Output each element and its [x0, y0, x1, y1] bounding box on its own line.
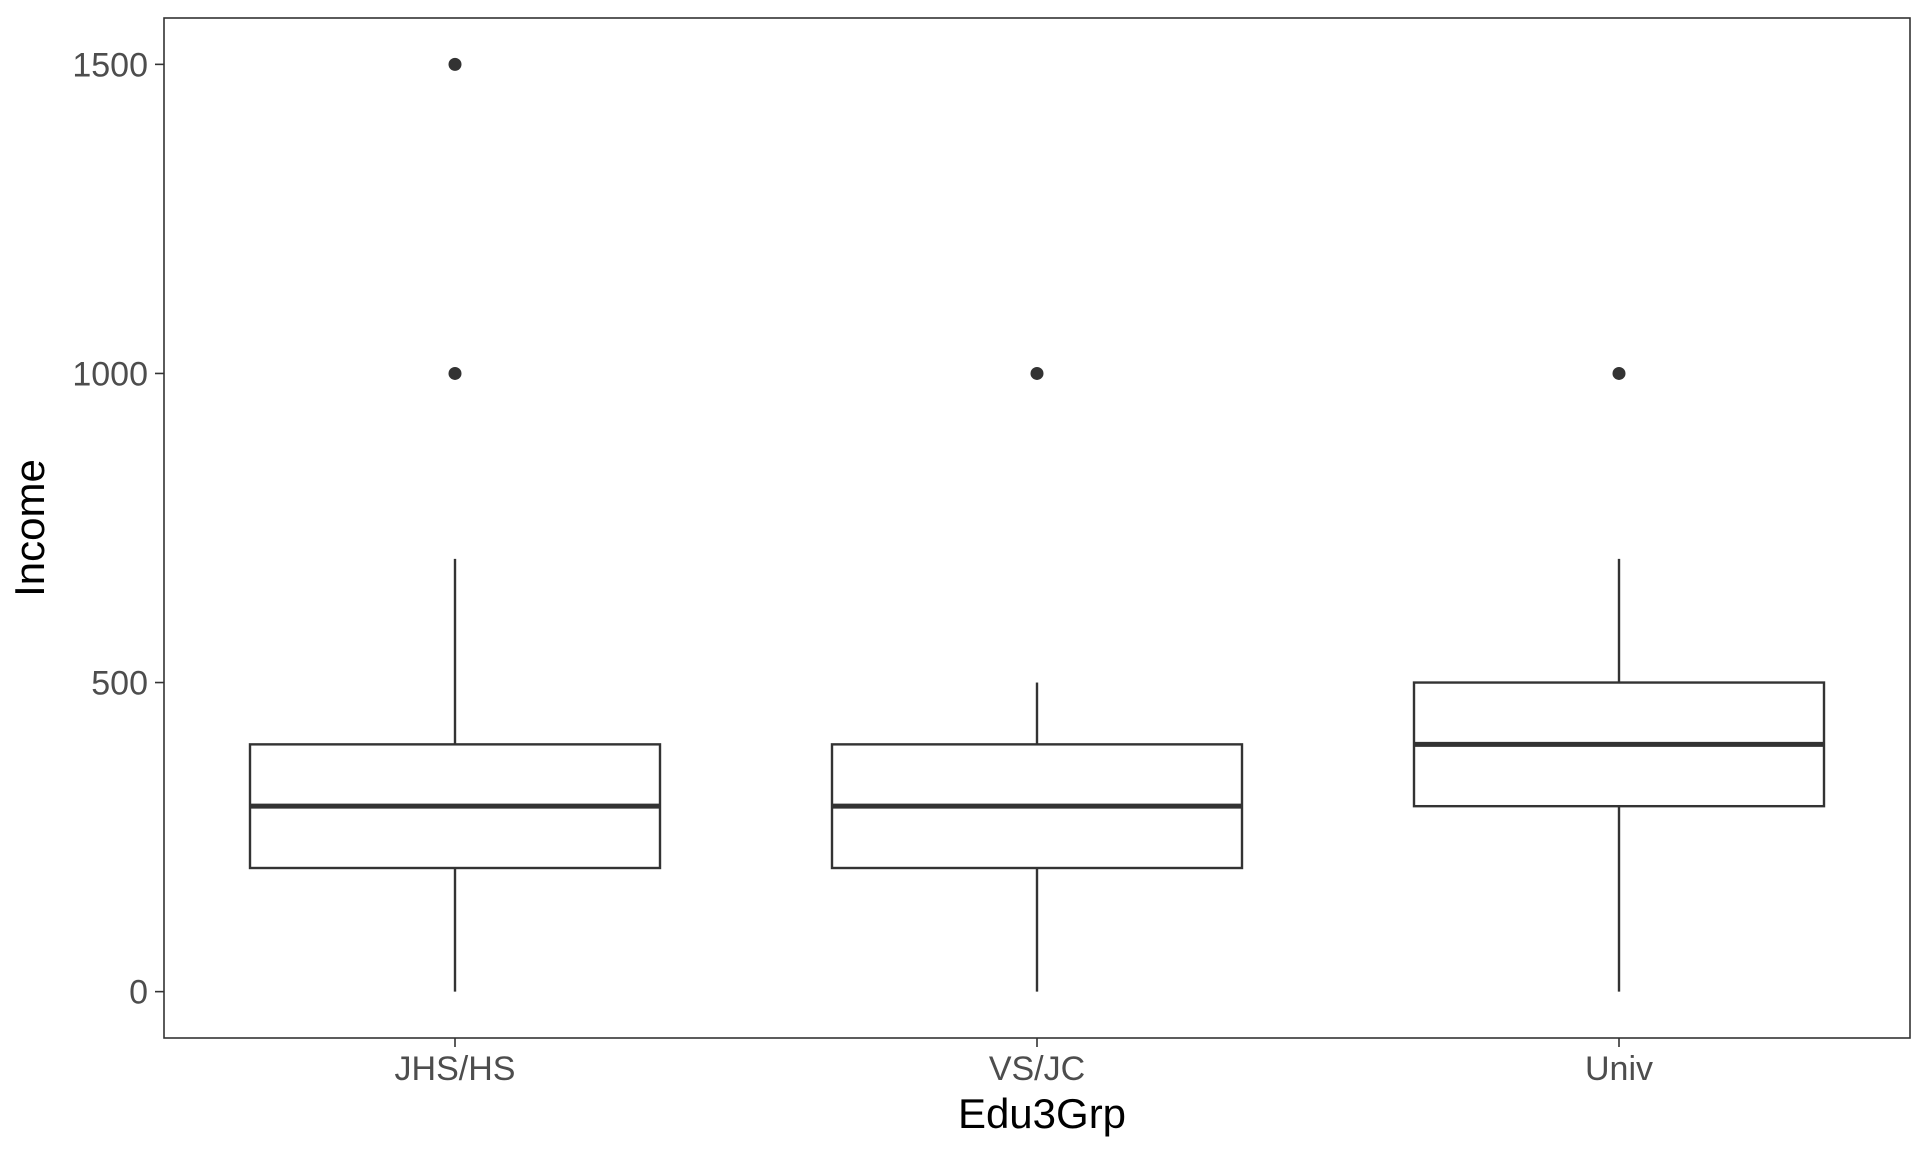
y-tick-label: 1000: [72, 355, 148, 393]
outlier-point: [1030, 366, 1044, 380]
y-tick-label: 1500: [72, 46, 148, 84]
y-axis: 0 500 1000 1500: [72, 46, 164, 1012]
x-tick-label: Univ: [1585, 1050, 1653, 1088]
outlier-point: [448, 366, 462, 380]
x-tick-label: VS/JC: [989, 1050, 1085, 1088]
y-axis-title: Income: [6, 459, 53, 597]
box-group: [1412, 366, 1826, 992]
y-tick-label: 500: [91, 665, 148, 703]
box-group: [830, 366, 1244, 992]
y-tick-label: 0: [129, 974, 148, 1012]
x-tick-label: JHS/HS: [395, 1050, 516, 1088]
outlier-point: [1612, 366, 1626, 380]
box-group: [248, 57, 662, 992]
outlier-point: [448, 57, 462, 71]
x-axis-title: Edu3Grp: [958, 1090, 1126, 1137]
boxes-layer: [248, 57, 1826, 992]
x-axis: JHS/HS VS/JC Univ: [395, 1038, 1653, 1088]
